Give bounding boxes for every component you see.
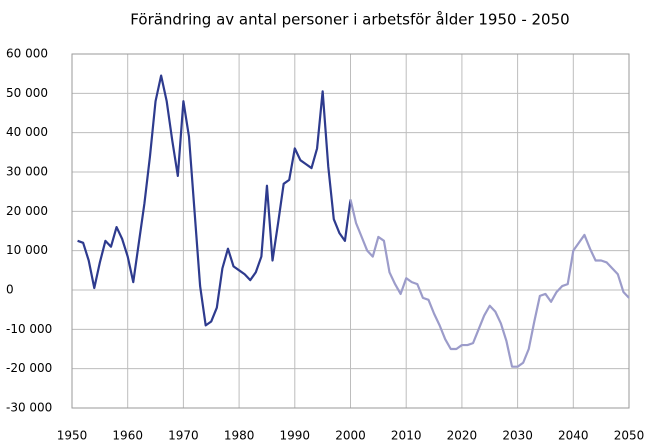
x-tick-label: 1970 bbox=[168, 429, 199, 443]
y-tick-label: 60 000 bbox=[6, 47, 48, 61]
x-tick-label: 1950 bbox=[57, 429, 88, 443]
y-tick-label: -10 000 bbox=[6, 322, 52, 336]
y-tick-label: 30 000 bbox=[6, 165, 48, 179]
chart-title: Förändring av antal personer i arbetsför… bbox=[130, 11, 569, 29]
line-series bbox=[349, 199, 630, 368]
x-tick-label: 2020 bbox=[447, 429, 478, 443]
x-tick-label: 1990 bbox=[280, 429, 311, 443]
y-tick-label: 10 000 bbox=[6, 243, 48, 257]
x-tick-label: 2040 bbox=[558, 429, 589, 443]
x-tick-label: 1960 bbox=[112, 429, 143, 443]
line-series bbox=[77, 74, 352, 327]
y-tick-label: 40 000 bbox=[6, 125, 48, 139]
x-tick-label: 2050 bbox=[614, 429, 645, 443]
x-tick-label: 1980 bbox=[224, 429, 255, 443]
y-tick-label: 20 000 bbox=[6, 204, 48, 218]
x-tick-label: 2000 bbox=[335, 429, 366, 443]
y-tick-label: 50 000 bbox=[6, 86, 48, 100]
y-tick-label: 0 bbox=[6, 283, 14, 297]
x-tick-label: 2010 bbox=[391, 429, 422, 443]
plot-border bbox=[71, 53, 630, 409]
y-tick-label: -20 000 bbox=[6, 361, 52, 375]
x-tick-label: 2030 bbox=[502, 429, 533, 443]
y-tick-label: -30 000 bbox=[6, 401, 52, 415]
